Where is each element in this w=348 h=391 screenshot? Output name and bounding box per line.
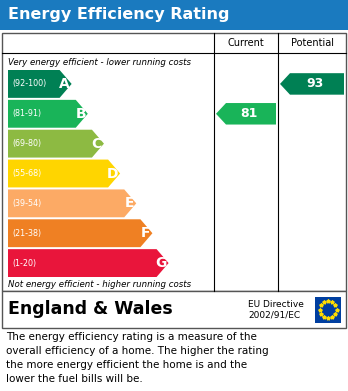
Polygon shape: [216, 103, 276, 125]
Text: 93: 93: [306, 77, 324, 90]
Text: (39-54): (39-54): [12, 199, 41, 208]
Text: 81: 81: [240, 107, 258, 120]
Polygon shape: [8, 130, 104, 158]
Text: England & Wales: England & Wales: [8, 301, 173, 319]
Text: (69-80): (69-80): [12, 139, 41, 148]
Polygon shape: [280, 73, 344, 95]
Polygon shape: [8, 160, 120, 187]
Polygon shape: [8, 189, 136, 217]
Bar: [315, 296, 341, 323]
Text: F: F: [141, 226, 150, 240]
Polygon shape: [8, 100, 88, 128]
Text: EU Directive: EU Directive: [248, 300, 304, 309]
Text: 2002/91/EC: 2002/91/EC: [248, 310, 300, 319]
Text: Current: Current: [228, 38, 264, 48]
Text: D: D: [107, 167, 119, 181]
Text: Not energy efficient - higher running costs: Not energy efficient - higher running co…: [8, 280, 191, 289]
Bar: [0, 0, 348, 30]
Text: (81-91): (81-91): [12, 109, 41, 118]
Text: (21-38): (21-38): [12, 229, 41, 238]
Bar: [2, 291, 346, 328]
Text: A: A: [59, 77, 70, 91]
Text: B: B: [75, 107, 86, 121]
Text: The energy efficiency rating is a measure of the
overall efficiency of a home. T: The energy efficiency rating is a measur…: [6, 332, 269, 384]
Text: Energy Efficiency Rating: Energy Efficiency Rating: [8, 7, 229, 23]
Text: (92-100): (92-100): [12, 79, 46, 88]
Polygon shape: [8, 70, 72, 98]
Bar: [2, 33, 346, 291]
Polygon shape: [8, 219, 152, 247]
Text: C: C: [92, 136, 102, 151]
Text: Potential: Potential: [291, 38, 333, 48]
Polygon shape: [8, 249, 168, 277]
Text: Very energy efficient - lower running costs: Very energy efficient - lower running co…: [8, 58, 191, 67]
Text: E: E: [124, 196, 134, 210]
Text: (1-20): (1-20): [12, 258, 36, 267]
Text: (55-68): (55-68): [12, 169, 41, 178]
Text: G: G: [156, 256, 167, 270]
